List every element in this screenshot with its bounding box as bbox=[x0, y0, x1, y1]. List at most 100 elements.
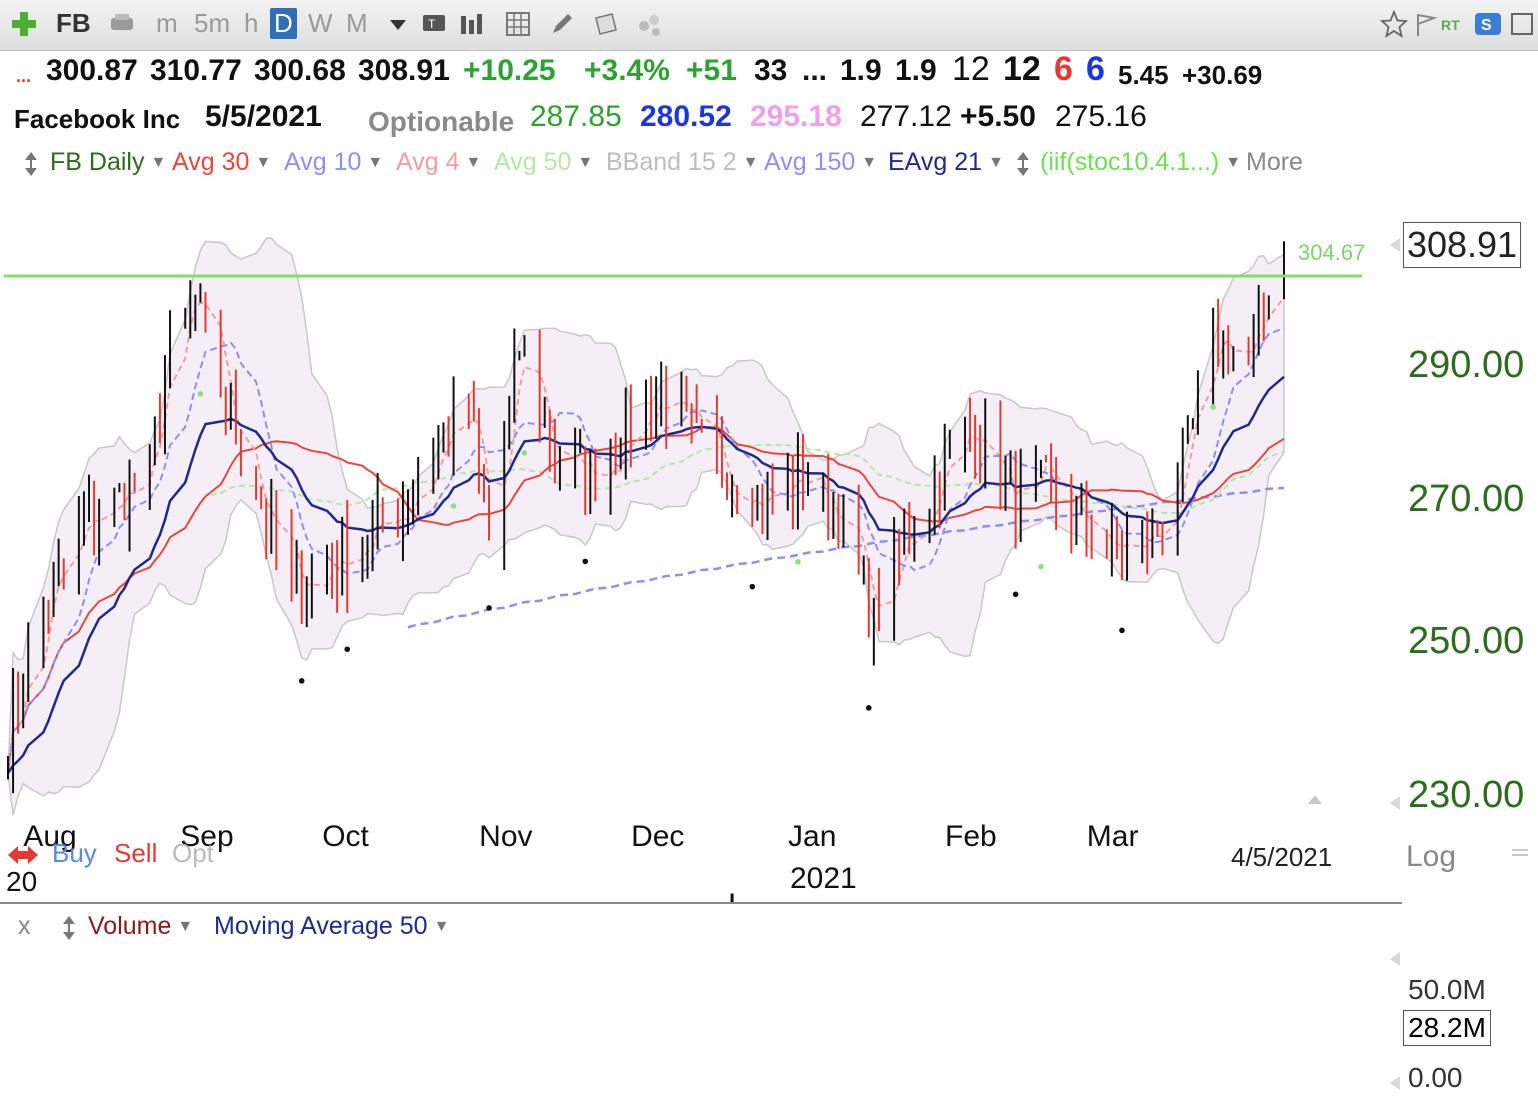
plus-icon[interactable] bbox=[10, 10, 38, 38]
bollinger-band bbox=[7, 237, 1285, 816]
bars-icon[interactable] bbox=[458, 10, 486, 38]
avg150-path bbox=[407, 486, 1285, 629]
signal-dots bbox=[197, 391, 1216, 711]
chevron-down-icon[interactable]: ▼ bbox=[1225, 154, 1242, 171]
month-label: Sep bbox=[180, 820, 233, 853]
window-icon[interactable] bbox=[1508, 10, 1536, 38]
chevron-down-icon[interactable]: ▼ bbox=[988, 154, 1004, 171]
timeframe-d[interactable]: D bbox=[270, 8, 297, 39]
quote-f7: 12 bbox=[1003, 50, 1041, 88]
quote-high: 310.77 bbox=[150, 54, 242, 87]
quote-date: 5/5/2021 bbox=[205, 100, 322, 133]
price-chart[interactable]: Aug Sep Oct Nov Dec Jan Feb Mar bbox=[0, 182, 1538, 904]
chevron-down-icon[interactable]: ▼ bbox=[742, 154, 759, 171]
quote-f1: +51 bbox=[686, 54, 737, 87]
legend-item-avg10[interactable]: Avg 10 ▼ bbox=[284, 148, 383, 177]
timeframe-w[interactable]: W bbox=[308, 8, 333, 38]
legend-label: FB Daily bbox=[50, 148, 145, 176]
legend-item-avg150[interactable]: Avg 150 ▼ bbox=[764, 148, 877, 177]
sort-icon[interactable] bbox=[60, 914, 78, 942]
cursor-date: 4/5/2021 bbox=[1231, 842, 1333, 872]
s-icon[interactable]: S bbox=[1474, 10, 1502, 38]
avg50-path bbox=[7, 443, 1285, 774]
star-icon[interactable] bbox=[1380, 10, 1408, 38]
dots-icon[interactable] bbox=[636, 10, 664, 38]
tv-icon[interactable]: T bbox=[420, 10, 448, 38]
chevron-down-icon[interactable]: ▼ bbox=[433, 918, 450, 935]
grid-icon[interactable] bbox=[504, 10, 532, 38]
quote-f8: 6 bbox=[1054, 50, 1073, 88]
volume-label: Volume bbox=[88, 912, 172, 940]
quote-v6: 275.16 bbox=[1055, 100, 1147, 133]
log-scale-toggle[interactable]: Log bbox=[1406, 840, 1457, 873]
chevron-down-icon[interactable]: ▼ bbox=[367, 154, 384, 171]
opt-toggle[interactable]: Opt bbox=[172, 838, 214, 868]
chevron-down-icon[interactable]: ▼ bbox=[861, 154, 878, 171]
signal-dot bbox=[1210, 404, 1216, 410]
svg-text:RT: RT bbox=[1441, 17, 1460, 33]
signal-dot bbox=[298, 678, 305, 684]
note-icon[interactable] bbox=[592, 10, 620, 38]
buy-toggle[interactable]: Buy bbox=[52, 838, 97, 868]
signal-dot bbox=[344, 646, 351, 653]
symbol-field[interactable]: FB bbox=[56, 8, 91, 38]
price-tick: 230.00 bbox=[1408, 774, 1525, 816]
quote-f4: 1.9 bbox=[840, 54, 882, 87]
phone-icon[interactable] bbox=[108, 10, 136, 38]
legend-item-avg30[interactable]: Avg 30 ▼ bbox=[172, 148, 271, 177]
quote-v2: 280.52 bbox=[640, 100, 732, 133]
legend-item-avg50[interactable]: Avg 50 ▼ bbox=[494, 148, 593, 177]
quote-open: 300.87 bbox=[46, 54, 138, 87]
company-name: Facebook Inc bbox=[14, 104, 181, 134]
signal-dot bbox=[1119, 627, 1125, 634]
quote-f6: 12 bbox=[952, 50, 990, 88]
legend-label: Avg 30 bbox=[172, 148, 250, 176]
quote-f10: 5.45 bbox=[1118, 60, 1169, 90]
timeframe-5m[interactable]: 5m bbox=[194, 8, 231, 38]
time-axis: Aug Sep Oct Nov Dec Jan Feb Mar bbox=[23, 820, 1138, 853]
sort-icon[interactable] bbox=[22, 150, 40, 178]
chevron-down-icon[interactable]: ▼ bbox=[577, 154, 594, 171]
legend-item-eavg21[interactable]: EAvg 21 ▼ bbox=[888, 148, 1004, 177]
quote-low: 300.68 bbox=[254, 54, 346, 87]
rt-icon[interactable]: RT bbox=[1440, 10, 1468, 38]
sell-toggle[interactable]: Sell bbox=[114, 838, 158, 868]
legend-item-fb-daily[interactable]: FB Daily ▼ bbox=[50, 148, 166, 177]
close-panel-button[interactable]: x bbox=[18, 912, 31, 940]
timeframe-mo[interactable]: M bbox=[346, 8, 368, 38]
legend-item-avg4[interactable]: Avg 4 ▼ bbox=[396, 148, 481, 177]
menu-icon[interactable] bbox=[1510, 846, 1530, 860]
pencil-icon[interactable] bbox=[548, 10, 576, 38]
volume-title[interactable]: Volume ▼ bbox=[88, 912, 193, 941]
year-label: 2021 bbox=[790, 862, 857, 895]
legend-label: (iif(stoc10.4.1...) bbox=[1040, 148, 1220, 176]
chevron-down-icon[interactable]: ▼ bbox=[150, 154, 167, 171]
signal-dot bbox=[197, 391, 204, 397]
timeframe-m[interactable]: m bbox=[156, 8, 178, 38]
chevron-down-icon[interactable]: ▼ bbox=[255, 154, 272, 171]
volume-header: x Volume ▼ Moving Average 50 ▼ bbox=[0, 910, 1538, 946]
panel-divider[interactable] bbox=[0, 902, 1402, 904]
volume-ma[interactable]: Moving Average 50 ▼ bbox=[214, 912, 449, 941]
quote-ellipsis: ... bbox=[16, 66, 32, 86]
dropdown-icon[interactable] bbox=[384, 10, 412, 38]
quote-f2: 33 bbox=[754, 54, 788, 87]
quote-change: +10.25 bbox=[463, 54, 556, 87]
more-button[interactable]: More bbox=[1246, 148, 1303, 176]
scroll-up-icon[interactable] bbox=[1306, 792, 1324, 806]
svg-text:T: T bbox=[428, 17, 436, 31]
year-label: 20 bbox=[6, 866, 38, 897]
chevron-down-icon[interactable]: ▼ bbox=[465, 154, 482, 171]
legend-item-stoc[interactable]: (iif(stoc10.4.1...) ▼ bbox=[1040, 148, 1241, 177]
signal-arrows-icon[interactable] bbox=[6, 842, 40, 868]
timeframe-h[interactable]: h bbox=[244, 8, 259, 38]
month-label: Nov bbox=[479, 820, 532, 853]
signal-dot bbox=[486, 605, 492, 611]
price-pointer-icon bbox=[1390, 796, 1400, 810]
flag-icon[interactable] bbox=[1412, 10, 1440, 38]
optionable-label: Optionable bbox=[368, 106, 515, 137]
chevron-down-icon[interactable]: ▼ bbox=[177, 918, 194, 935]
sort-icon[interactable] bbox=[1014, 150, 1032, 178]
legend-item-bband[interactable]: BBand 15 2 ▼ bbox=[606, 148, 759, 177]
price-tick: 290.00 bbox=[1408, 344, 1525, 386]
